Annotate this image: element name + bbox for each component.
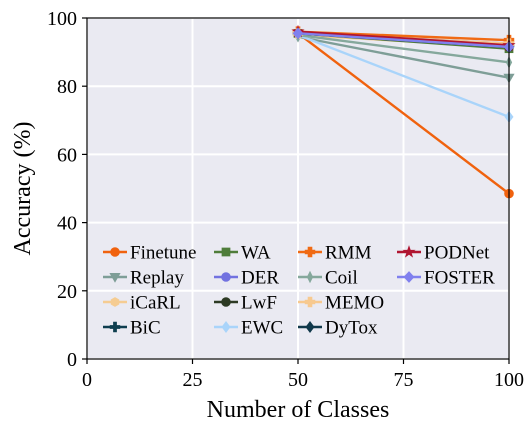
legend-entry-memo: MEMO [298,293,384,314]
legend-swatch-marker [221,272,231,282]
x-tick-label-1: 25 [183,369,203,391]
y-axis-title: Accuracy (%) [10,122,36,256]
legend-swatch-marker [305,321,315,333]
legend-entry-finetune: Finetune [103,243,197,264]
series-line-replay [297,35,510,79]
legend-label: FOSTER [424,268,495,289]
x-tick-label-0: 0 [82,369,92,391]
legend-swatch-marker [306,270,314,284]
series-line-finetune [297,32,510,195]
series-line-ewc [297,33,510,119]
legend-swatch-marker [304,246,316,258]
legend-entry-replay: Replay [103,268,184,289]
legend-entry-wa: WA [214,243,271,264]
legend-swatch-marker [403,271,415,283]
legend-label: Finetune [130,243,197,264]
legend-entry-dytox: DyTox [298,318,378,339]
legend-label: DER [241,268,279,289]
legend-swatch-marker [109,321,121,333]
legend-entry-lwf: LwF [214,293,277,314]
legend-label: EWC [241,318,283,339]
legend-entry-bic: BiC [103,318,161,339]
x-tick-label-3: 75 [394,369,414,391]
legend-label: MEMO [325,293,384,314]
legend-label: BiC [130,318,161,339]
x-axis-title: Number of Classes [207,397,390,423]
legend-label: iCaRL [130,293,181,314]
legend-swatch-marker [221,247,231,257]
y-tick-label-2: 40 [57,213,77,235]
legend-label: DyTox [325,318,378,339]
legend-entry-foster: FOSTER [397,268,495,289]
legend-swatch-marker [304,296,316,308]
y-tick-label-3: 60 [57,144,77,166]
y-tick-label-1: 20 [57,281,77,303]
y-tick-label-0: 0 [67,349,77,371]
legend-swatch-marker [109,273,121,283]
legend-entry-podnet: PODNet [397,243,490,264]
y-tick-label-5: 100 [47,8,77,30]
legend-swatch-marker [110,247,120,257]
legend-entry-der: DER [214,268,279,289]
series-line-foster [297,32,510,49]
legend-label: Replay [130,268,184,289]
tick-layer [82,17,510,364]
data-point-foster-0 [292,27,304,40]
legend-swatch-marker [110,297,120,307]
series-line-podnet [297,30,510,47]
legend-swatch-marker [402,245,416,258]
legend-entry-icarl: iCaRL [103,293,181,314]
legend-entry-ewc: EWC [214,318,283,339]
legend: Finetune Replay iCaRL BiC WA DER LwF EWC RMM Coil… [103,243,495,339]
tick-labels: 0 25 50 75 100 0 20 40 60 80 100 [47,8,524,391]
x-tick-label-4: 100 [494,369,524,391]
legend-swatch-marker [221,297,231,307]
series-line-coil [297,33,510,64]
legend-label: WA [241,243,271,264]
y-tick-label-4: 80 [57,76,77,98]
legend-swatch-marker [221,321,231,333]
legend-entry-coil: Coil [298,268,358,289]
legend-label: LwF [241,293,277,314]
x-tick-label-2: 50 [288,369,308,391]
legend-label: Coil [325,268,358,289]
legend-label: PODNet [424,243,490,264]
legend-label: RMM [325,243,372,264]
legend-entry-rmm: RMM [298,243,372,264]
